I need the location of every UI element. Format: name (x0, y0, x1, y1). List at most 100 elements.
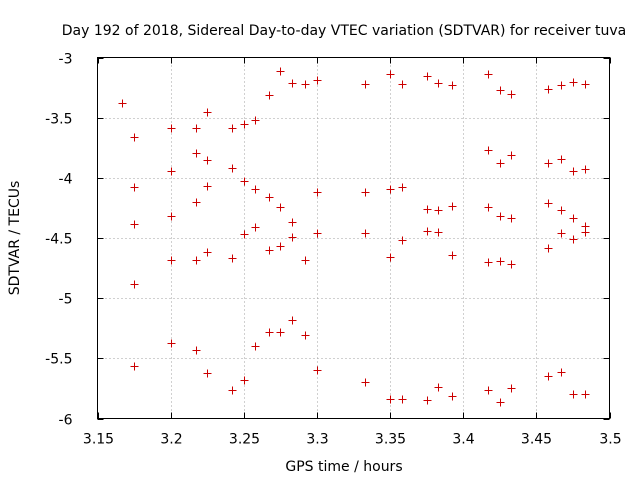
data-point (203, 156, 212, 165)
data-point (118, 99, 127, 108)
x-tick-label: 3.45 (521, 432, 552, 448)
y-tick-label: -6 (59, 413, 73, 429)
data-point (569, 214, 578, 223)
data-point (484, 70, 493, 79)
data-point (251, 223, 260, 232)
data-point (557, 206, 566, 215)
data-point (398, 395, 407, 404)
data-point (251, 342, 260, 351)
data-point (386, 185, 395, 194)
data-point (192, 256, 201, 265)
x-tick-label: 3.25 (229, 432, 260, 448)
data-point (265, 246, 274, 255)
data-point (484, 386, 493, 395)
data-point (313, 366, 322, 375)
data-point (557, 81, 566, 90)
x-tick-label: 3.4 (452, 432, 474, 448)
data-point (423, 396, 432, 405)
data-point (301, 80, 310, 89)
data-point (507, 151, 516, 160)
data-point (557, 229, 566, 238)
data-point (203, 248, 212, 257)
data-point (228, 124, 237, 133)
data-point (544, 85, 553, 94)
data-point (569, 167, 578, 176)
data-point (313, 229, 322, 238)
data-point (484, 258, 493, 267)
data-point (203, 182, 212, 191)
data-point (313, 76, 322, 85)
x-tick-label: 3.15 (83, 432, 114, 448)
x-tick-label: 3.5 (599, 432, 621, 448)
data-point (240, 376, 249, 385)
axis-ticks: 3.15 3.2 3.25 3.3 3.35 3.4 3.45 3.5 -3 -3.5 -4 -4.5… (45, 52, 621, 448)
data-point (423, 205, 432, 214)
data-point (288, 233, 297, 242)
data-point (130, 220, 139, 229)
chart-title: Day 192 of 2018, Sidereal Day-to-day VTE… (62, 23, 626, 39)
y-tick-label: -5 (59, 292, 73, 308)
data-point (544, 244, 553, 253)
data-point (448, 251, 457, 260)
data-point (423, 227, 432, 236)
data-point (423, 72, 432, 81)
data-point (240, 230, 249, 239)
data-point (167, 124, 176, 133)
data-point (386, 70, 395, 79)
data-point (496, 159, 505, 168)
data-point (484, 203, 493, 212)
data-point (192, 124, 201, 133)
data-point (203, 369, 212, 378)
data-point (130, 362, 139, 371)
data-point (386, 253, 395, 262)
data-point (581, 80, 590, 89)
data-point (240, 120, 249, 129)
data-point (434, 383, 443, 392)
data-point (192, 346, 201, 355)
data-point (569, 78, 578, 87)
data-point (496, 212, 505, 221)
x-tick-label: 3.3 (306, 432, 328, 448)
data-point (484, 146, 493, 155)
data-point (361, 229, 370, 238)
data-point (569, 390, 578, 399)
data-point (386, 395, 395, 404)
data-point (192, 198, 201, 207)
data-point (544, 372, 553, 381)
data-point (398, 236, 407, 245)
data-point (557, 155, 566, 164)
data-point (434, 206, 443, 215)
data-point (557, 368, 566, 377)
data-point (398, 80, 407, 89)
data-point (130, 280, 139, 289)
grid (97, 57, 610, 419)
data-points (118, 67, 590, 407)
data-point (167, 256, 176, 265)
data-point (240, 177, 249, 186)
data-point (203, 108, 212, 117)
data-point (313, 188, 322, 197)
y-tick-label: -4.5 (45, 232, 72, 248)
data-point (228, 254, 237, 263)
y-tick-label: -3.5 (45, 112, 72, 128)
data-point (581, 228, 590, 237)
data-point (361, 80, 370, 89)
y-tick-label: -5.5 (45, 352, 72, 368)
data-point (167, 167, 176, 176)
data-point (581, 165, 590, 174)
data-point (361, 378, 370, 387)
data-point (288, 316, 297, 325)
data-point (507, 214, 516, 223)
data-point (276, 242, 285, 251)
y-tick-label: -4 (59, 172, 73, 188)
data-point (265, 193, 274, 202)
x-tick-label: 3.2 (160, 432, 182, 448)
data-point (130, 183, 139, 192)
data-point (130, 133, 139, 142)
data-point (265, 328, 274, 337)
data-point (167, 339, 176, 348)
x-tick-label: 3.35 (375, 432, 406, 448)
data-point (448, 81, 457, 90)
data-point (544, 199, 553, 208)
data-point (496, 86, 505, 95)
